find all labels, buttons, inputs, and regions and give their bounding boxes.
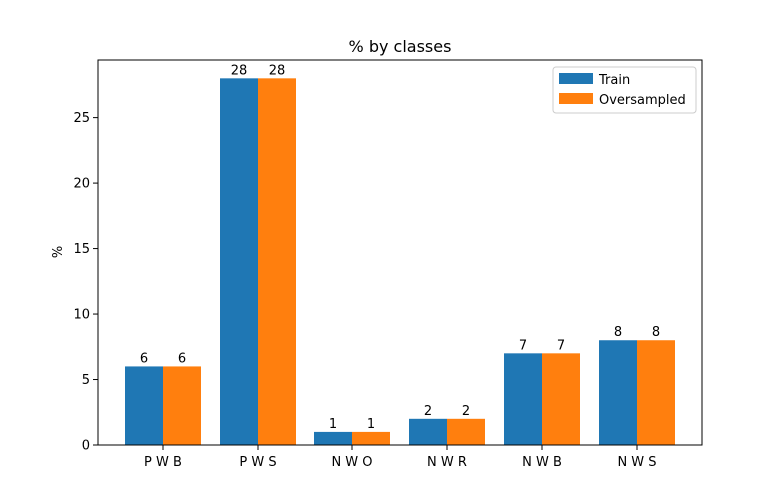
- y-tick-label: 25: [73, 111, 90, 126]
- x-tick-label: N W O: [331, 455, 372, 470]
- y-tick-label: 0: [82, 439, 90, 454]
- data-label-oversampled-4: 7: [557, 338, 565, 353]
- data-label-oversampled-2: 1: [367, 417, 375, 432]
- data-labels-group: 6 28 1 2 7 8 6 28 1 2 7 8: [140, 63, 660, 432]
- y-tick-label: 10: [73, 308, 90, 323]
- legend-label-train: Train: [598, 73, 630, 88]
- legend-label-oversampled: Oversampled: [599, 93, 686, 108]
- x-tick-label: P W B: [144, 455, 182, 470]
- bar-oversampled-3: [447, 418, 485, 445]
- bar-train-0: [125, 366, 163, 445]
- bar-oversampled-2: [352, 431, 390, 445]
- x-tick-label: P W S: [239, 455, 276, 470]
- y-axis: 0 5 10 15 20 25: [73, 111, 98, 454]
- chart-title: % by classes: [349, 37, 452, 56]
- x-tick-label: N W B: [522, 455, 562, 470]
- x-tick-label: N W S: [617, 455, 656, 470]
- data-label-train-5: 8: [614, 325, 622, 340]
- bar-train-5: [599, 340, 637, 445]
- data-label-train-0: 6: [140, 351, 148, 366]
- bar-oversampled-1: [258, 78, 296, 445]
- bar-oversampled-4: [542, 353, 580, 445]
- data-label-train-3: 2: [424, 404, 432, 419]
- bar-oversampled-0: [163, 366, 201, 445]
- legend: Train Oversampled: [552, 66, 697, 114]
- legend-swatch-oversampled: [559, 93, 593, 104]
- legend-swatch-train: [559, 73, 593, 84]
- data-label-train-2: 1: [329, 417, 337, 432]
- bar-train-1: [220, 78, 258, 445]
- y-tick-label: 15: [73, 242, 90, 257]
- data-label-train-1: 28: [231, 63, 248, 78]
- data-label-oversampled-0: 6: [178, 351, 186, 366]
- bars-group: [125, 78, 675, 445]
- x-tick-label: N W R: [427, 455, 467, 470]
- data-label-oversampled-5: 8: [652, 325, 660, 340]
- y-axis-label: %: [51, 246, 66, 258]
- bar-oversampled-5: [637, 340, 675, 445]
- y-tick-label: 20: [73, 177, 90, 192]
- bar-train-4: [504, 353, 542, 445]
- bar-train-3: [409, 418, 447, 445]
- y-tick-label: 5: [82, 373, 90, 388]
- data-label-oversampled-1: 28: [269, 63, 286, 78]
- bar-train-2: [314, 431, 352, 445]
- data-label-oversampled-3: 2: [462, 404, 470, 419]
- plot-frame: [97, 59, 703, 446]
- data-label-train-4: 7: [519, 338, 527, 353]
